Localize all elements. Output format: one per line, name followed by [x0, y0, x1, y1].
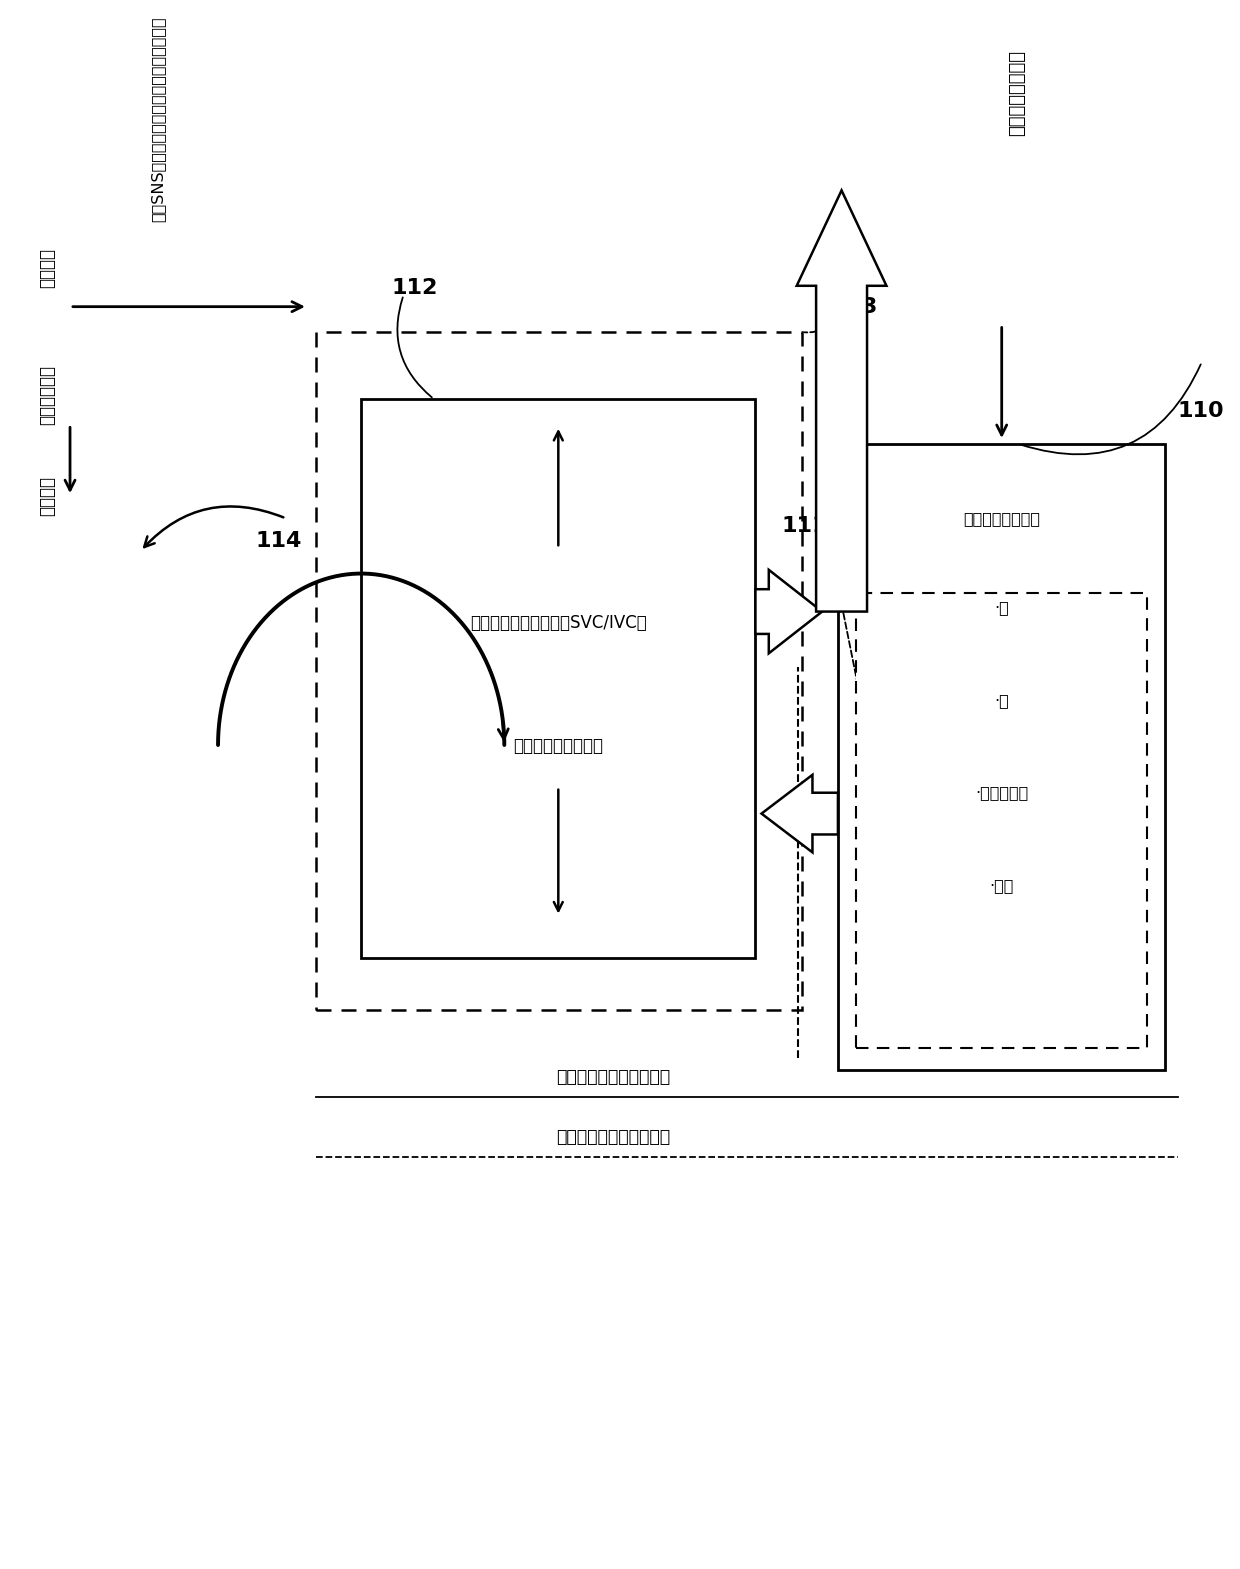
Text: ·肝: ·肝 [994, 601, 1009, 615]
Text: 回归右心房的静脉: 回归右心房的静脉 [1008, 50, 1025, 137]
Text: 113: 113 [832, 297, 878, 317]
Bar [361, 399, 755, 959]
Text: 由于SNS活性上升而未恢复正常的内脏血管床: 由于SNS活性上升而未恢复正常的内脏血管床 [150, 16, 165, 221]
Polygon shape [761, 775, 838, 852]
Polygon shape [755, 570, 822, 653]
Text: ·脾: ·脾 [994, 693, 1009, 708]
Text: 静脉系统的其它部分: 静脉系统的其它部分 [513, 737, 604, 755]
Text: 血流动力学中的活跃表现: 血流动力学中的活跃表现 [557, 1068, 671, 1086]
Text: 110: 110 [1178, 402, 1224, 422]
Polygon shape [796, 190, 887, 612]
Bar [856, 593, 1147, 1048]
Text: 内脏静脉内的血液: 内脏静脉内的血液 [963, 511, 1040, 526]
Text: 毛细血管: 毛细血管 [38, 475, 57, 516]
Bar [838, 444, 1166, 1070]
Text: 111: 111 [781, 516, 828, 537]
Text: ·胃等: ·胃等 [990, 877, 1014, 893]
Text: 114: 114 [255, 530, 303, 551]
Text: 血流动力学中的隐藏表现: 血流动力学中的隐藏表现 [557, 1128, 671, 1145]
Bar [316, 333, 801, 1010]
Text: 在中央静脉内的血液（SVC/IVC）: 在中央静脉内的血液（SVC/IVC） [470, 613, 647, 632]
Text: 112: 112 [392, 278, 438, 298]
Text: 非内脏神经管: 非内脏神经管 [38, 364, 57, 425]
Text: ·胰脏、肠、: ·胰脏、肠、 [975, 784, 1028, 800]
Text: 动脉血流: 动脉血流 [38, 248, 57, 287]
